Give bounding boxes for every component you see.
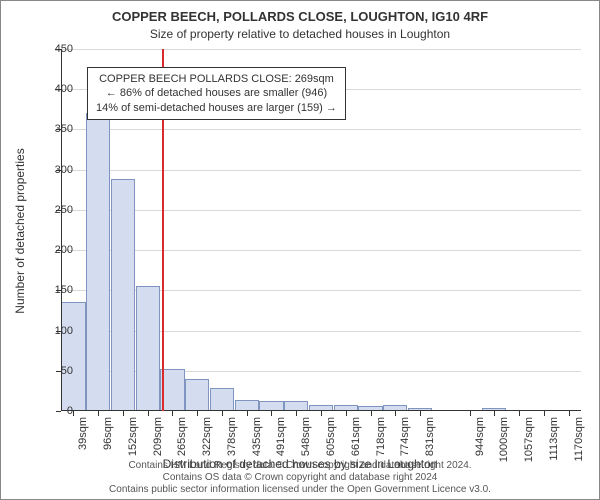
grid-line (61, 170, 581, 171)
xtick-mark (98, 411, 99, 416)
xtick-label: 718sqm (375, 417, 387, 456)
footer-line2: Contains OS data © Crown copyright and d… (1, 472, 599, 484)
xtick-mark (73, 411, 74, 416)
xtick-mark (569, 411, 570, 416)
xtick-label: 1057sqm (523, 417, 535, 462)
xtick-label: 548sqm (300, 417, 312, 456)
xtick-label: 378sqm (226, 417, 238, 456)
xtick-mark (371, 411, 372, 416)
histogram-bar (136, 286, 160, 411)
plot-area: COPPER BEECH POLLARDS CLOSE: 269sqm← 86%… (61, 49, 581, 411)
y-axis (61, 49, 62, 411)
xtick-label: 265sqm (176, 417, 188, 456)
chart-title-line1: COPPER BEECH, POLLARDS CLOSE, LOUGHTON, … (1, 9, 599, 24)
grid-line (61, 129, 581, 130)
xtick-mark (247, 411, 248, 416)
xtick-mark (271, 411, 272, 416)
ytick-label: 0 (67, 405, 73, 417)
callout-line2: ← 86% of detached houses are smaller (94… (96, 86, 337, 100)
xtick-label: 152sqm (127, 417, 139, 456)
xtick-mark (296, 411, 297, 416)
xtick-mark (172, 411, 173, 416)
xtick-label: 209sqm (152, 417, 164, 456)
xtick-mark (197, 411, 198, 416)
xtick-mark (470, 411, 471, 416)
xtick-label: 435sqm (251, 417, 263, 456)
xtick-mark (494, 411, 495, 416)
ytick-mark (56, 411, 61, 412)
callout-line3: 14% of semi-detached houses are larger (… (96, 101, 337, 115)
chart-container: COPPER BEECH, POLLARDS CLOSE, LOUGHTON, … (0, 0, 600, 500)
x-axis (61, 410, 581, 411)
grid-line (61, 49, 581, 50)
callout-line1: COPPER BEECH POLLARDS CLOSE: 269sqm (96, 72, 337, 86)
xtick-mark (519, 411, 520, 416)
grid-line (61, 210, 581, 211)
xtick-label: 774sqm (399, 417, 411, 456)
callout-box: COPPER BEECH POLLARDS CLOSE: 269sqm← 86%… (87, 67, 346, 120)
xtick-label: 1170sqm (573, 417, 585, 461)
xtick-mark (222, 411, 223, 416)
xtick-label: 322sqm (201, 417, 213, 456)
ytick-label: 250 (55, 204, 73, 216)
xtick-label: 39sqm (77, 417, 89, 450)
ytick-label: 450 (55, 43, 73, 55)
footer-line3: Contains public sector information licen… (1, 484, 599, 496)
ytick-label: 50 (61, 365, 73, 377)
ytick-label: 350 (55, 123, 73, 135)
xtick-label: 491sqm (275, 417, 287, 456)
xtick-mark (123, 411, 124, 416)
xtick-label: 661sqm (350, 417, 362, 456)
xtick-label: 944sqm (474, 417, 486, 456)
ytick-label: 400 (55, 83, 73, 95)
histogram-bar (86, 113, 110, 411)
ytick-label: 300 (55, 164, 73, 176)
xtick-mark (420, 411, 421, 416)
ytick-label: 100 (55, 325, 73, 337)
histogram-bar (210, 388, 234, 411)
xtick-label: 1000sqm (498, 417, 510, 462)
histogram-bar (185, 379, 209, 411)
ytick-label: 150 (55, 284, 73, 296)
xtick-label: 96sqm (102, 417, 114, 450)
xtick-mark (346, 411, 347, 416)
histogram-bar (111, 179, 135, 411)
xtick-mark (544, 411, 545, 416)
xtick-label: 605sqm (325, 417, 337, 456)
xtick-label: 1113sqm (548, 417, 560, 461)
xtick-mark (148, 411, 149, 416)
ytick-label: 200 (55, 244, 73, 256)
histogram-bar (61, 302, 85, 411)
chart-title-line2: Size of property relative to detached ho… (1, 27, 599, 41)
grid-line (61, 250, 581, 251)
xtick-mark (395, 411, 396, 416)
footer-attribution: Contains HM Land Registry data © Crown c… (1, 460, 599, 496)
y-axis-label: Number of detached properties (13, 148, 27, 313)
xtick-mark (321, 411, 322, 416)
xtick-label: 831sqm (424, 417, 436, 456)
